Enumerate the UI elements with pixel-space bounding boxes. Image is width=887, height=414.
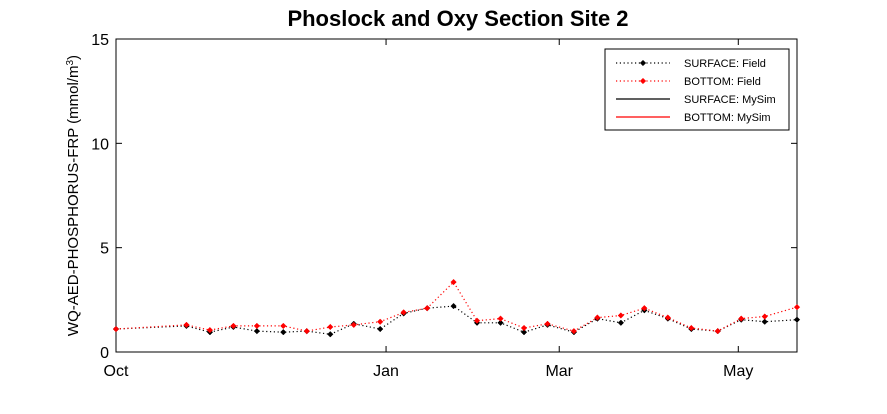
axes-ticks: 0 5 10 15 Oct Jan Mar May [91, 32, 797, 380]
y-axis-label-close: ) [65, 55, 82, 60]
data-point [793, 316, 801, 323]
y-tick-label: 0 [100, 345, 109, 362]
legend-label: SURFACE: Field [684, 58, 766, 70]
data-point [520, 329, 528, 336]
data-point [303, 327, 310, 335]
series-1 [112, 278, 801, 335]
series-layer [112, 278, 801, 338]
data-point [253, 327, 261, 335]
data-point [206, 326, 214, 334]
y-axis-label: WQ-AED-PHOSPHORUS-FRP (mmol/m3) [65, 55, 83, 336]
data-point [641, 305, 648, 312]
x-tick-label: Oct [104, 363, 129, 380]
data-point [497, 319, 504, 326]
data-point [253, 322, 261, 330]
data-point [473, 317, 481, 324]
data-point [617, 319, 625, 326]
series-line [115, 281, 798, 332]
data-point [377, 318, 384, 325]
data-point [350, 321, 357, 329]
y-axis-label-superscript: 3 [65, 60, 76, 66]
data-point [327, 331, 334, 338]
data-point [714, 327, 721, 335]
data-point [664, 314, 671, 321]
data-point [280, 329, 287, 336]
data-point [570, 327, 578, 335]
legend-marker [639, 59, 647, 67]
chart-title: Phoslock and Oxy Section Site 2 [287, 6, 628, 31]
data-point [497, 315, 504, 322]
x-tick-label: Mar [545, 363, 573, 380]
data-point [761, 318, 768, 325]
data-point [520, 324, 528, 332]
data-point [183, 321, 190, 329]
data-point [544, 320, 551, 327]
y-tick-label: 15 [91, 32, 109, 49]
data-point [112, 325, 120, 333]
data-point [688, 324, 695, 332]
data-point [450, 278, 457, 286]
data-point [617, 312, 625, 319]
data-point [400, 309, 407, 316]
data-point [280, 322, 287, 330]
data-point [450, 302, 457, 310]
data-point [761, 313, 768, 320]
legend-marker [639, 77, 647, 85]
data-point [594, 314, 601, 321]
y-tick-label: 10 [91, 136, 109, 153]
x-tick-label: May [723, 363, 753, 380]
data-point [793, 303, 801, 311]
y-axis-label-main: WQ-AED-PHOSPHORUS-FRP (mmol/m [65, 66, 82, 337]
data-point [423, 305, 431, 312]
data-point [377, 325, 384, 333]
legend-label: BOTTOM: Field [684, 76, 761, 88]
y-tick-label: 5 [100, 241, 109, 258]
data-point [738, 315, 745, 322]
legend: SURFACE: Field BOTTOM: Field SURFACE: MySi… [604, 48, 790, 131]
x-tick-label: Jan [373, 363, 399, 380]
legend-label: BOTTOM: MySim [684, 112, 771, 124]
legend-label: SURFACE: MySim [684, 94, 776, 106]
data-point [327, 323, 334, 331]
data-point [230, 322, 237, 330]
